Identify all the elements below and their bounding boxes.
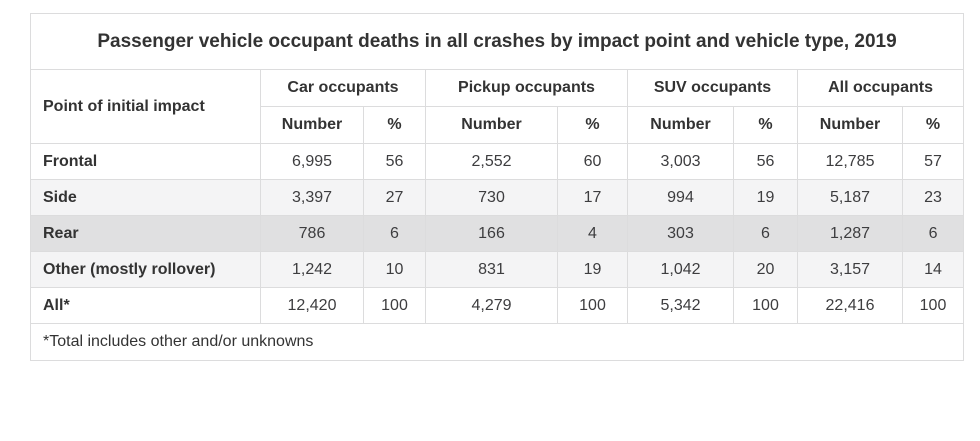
- cell-all-car-number: 12,420: [260, 287, 364, 324]
- table-row-all: All* 12,420 100 4,279 100 5,342 100 22,4…: [30, 287, 965, 324]
- col-header-suv-number: Number: [627, 106, 734, 144]
- table-footnote: *Total includes other and/or unknowns: [29, 323, 965, 361]
- cell-frontal-car-percent: 56: [363, 143, 426, 180]
- cell-side-suv-percent: 19: [733, 179, 798, 216]
- cell-side-car-number: 3,397: [260, 179, 364, 216]
- col-header-car-occupants: Car occupants: [260, 69, 426, 107]
- title-row: Passenger vehicle occupant deaths in all…: [29, 13, 965, 70]
- col-header-car-percent: %: [363, 106, 426, 144]
- cell-other-pickup-number: 831: [425, 251, 558, 288]
- col-header-suv-occupants: SUV occupants: [627, 69, 798, 107]
- cell-all-suv-percent: 100: [733, 287, 798, 324]
- cell-other-suv-percent: 20: [733, 251, 798, 288]
- cell-rear-car-percent: 6: [363, 215, 426, 252]
- impact-deaths-table: Passenger vehicle occupant deaths in all…: [29, 13, 965, 361]
- cell-all-all-percent: 100: [901, 287, 965, 324]
- cell-all-car-percent: 100: [363, 287, 426, 324]
- cell-frontal-pickup-percent: 60: [557, 143, 628, 180]
- cell-side-all-number: 5,187: [797, 179, 903, 216]
- row-label-frontal: Frontal: [30, 143, 261, 180]
- cell-other-all-number: 3,157: [797, 251, 903, 288]
- cell-frontal-all-number: 12,785: [797, 143, 903, 180]
- col-header-pickup-number: Number: [425, 106, 558, 144]
- cell-other-suv-number: 1,042: [627, 251, 734, 288]
- cell-rear-car-number: 786: [260, 215, 364, 252]
- sub-header-row: Number % Number % Number % Number %: [31, 106, 965, 144]
- col-header-all-number: Number: [797, 106, 903, 144]
- cell-rear-all-percent: 6: [901, 215, 965, 252]
- cell-side-pickup-percent: 17: [557, 179, 628, 216]
- row-label-side: Side: [30, 179, 261, 216]
- row-label-rear: Rear: [30, 215, 261, 252]
- cell-rear-pickup-number: 166: [425, 215, 558, 252]
- cell-other-pickup-percent: 19: [557, 251, 628, 288]
- cell-frontal-suv-number: 3,003: [627, 143, 734, 180]
- table-title: Passenger vehicle occupant deaths in all…: [29, 13, 965, 70]
- cell-other-car-number: 1,242: [260, 251, 364, 288]
- cell-all-all-number: 22,416: [797, 287, 903, 324]
- col-header-impact-point: Point of initial impact: [30, 69, 261, 144]
- col-header-all-percent: %: [901, 106, 965, 144]
- col-header-suv-percent: %: [733, 106, 798, 144]
- table-row-rear: Rear 786 6 166 4 303 6 1,287 6: [30, 215, 965, 252]
- cell-frontal-all-percent: 57: [901, 143, 965, 180]
- cell-side-pickup-number: 730: [425, 179, 558, 216]
- cell-rear-all-number: 1,287: [797, 215, 903, 252]
- cell-rear-suv-percent: 6: [733, 215, 798, 252]
- col-header-pickup-occupants: Pickup occupants: [425, 69, 628, 107]
- row-label-all: All*: [30, 287, 261, 324]
- cell-rear-suv-number: 303: [627, 215, 734, 252]
- cell-side-all-percent: 23: [901, 179, 965, 216]
- cell-side-suv-number: 994: [627, 179, 734, 216]
- cell-rear-pickup-percent: 4: [557, 215, 628, 252]
- footnote-row: *Total includes other and/or unknowns: [29, 323, 965, 361]
- cell-frontal-suv-percent: 56: [733, 143, 798, 180]
- cell-all-suv-number: 5,342: [627, 287, 734, 324]
- col-header-pickup-percent: %: [557, 106, 628, 144]
- col-header-all-occupants: All occupants: [796, 69, 965, 107]
- row-label-other: Other (mostly rollover): [30, 251, 261, 288]
- cell-other-all-percent: 14: [901, 251, 965, 288]
- cell-frontal-pickup-number: 2,552: [425, 143, 558, 180]
- cell-all-pickup-percent: 100: [557, 287, 628, 324]
- table-row-other: Other (mostly rollover) 1,242 10 831 19 …: [30, 251, 965, 288]
- cell-other-car-percent: 10: [363, 251, 426, 288]
- col-header-car-number: Number: [260, 106, 364, 144]
- crash-stats-table-container: Passenger vehicle occupant deaths in all…: [29, 13, 965, 361]
- table-row-frontal: Frontal 6,995 56 2,552 60 3,003 56 12,78…: [30, 143, 965, 180]
- cell-all-pickup-number: 4,279: [425, 287, 558, 324]
- group-header-row: Point of initial impact Car occupants Pi…: [30, 69, 965, 144]
- cell-frontal-car-number: 6,995: [260, 143, 364, 180]
- cell-side-car-percent: 27: [363, 179, 426, 216]
- table-row-side: Side 3,397 27 730 17 994 19 5,187 23: [30, 179, 965, 216]
